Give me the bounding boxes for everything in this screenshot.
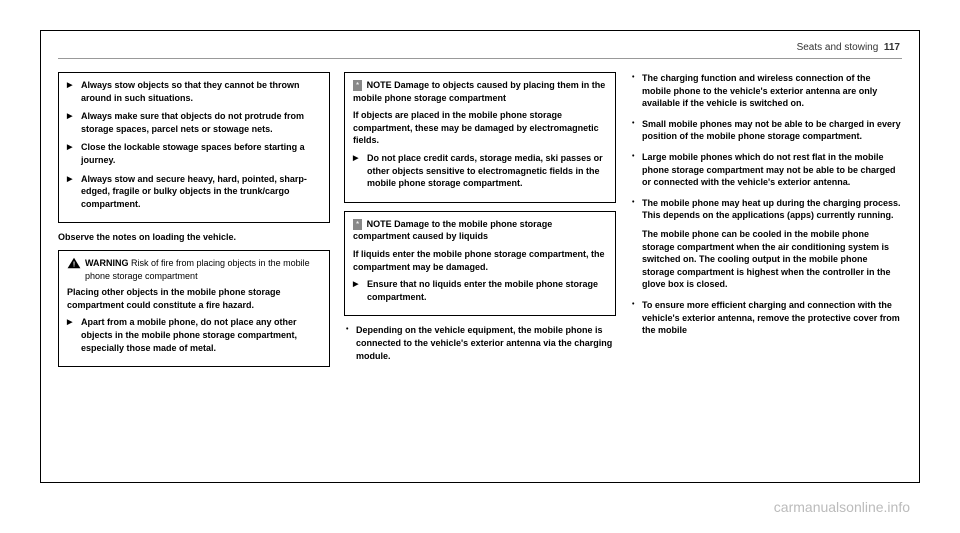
warning-body: Placing other objects in the mobile phon… <box>67 286 321 311</box>
svg-text:!: ! <box>73 261 75 268</box>
instruction-item: Always make sure that objects do not pro… <box>67 110 321 135</box>
warning-box: ! WARNING Risk of fire from placing obje… <box>58 250 330 367</box>
body-paragraph: Observe the notes on loading the vehicle… <box>58 231 330 244</box>
warning-label: WARNING <box>85 258 129 268</box>
note-box-1: * NOTE Damage to objects caused by placi… <box>344 72 616 203</box>
note-item: Ensure that no liquids enter the mobile … <box>353 278 607 303</box>
instruction-item: Close the lockable stowage spaces before… <box>67 141 321 166</box>
note-body: If objects are placed in the mobile phon… <box>353 109 607 147</box>
list-item: Large mobile phones which do not rest fl… <box>630 151 902 189</box>
note-body: If liquids enter the mobile phone storag… <box>353 248 607 273</box>
note-asterisk: * <box>353 219 362 230</box>
list-item: The mobile phone may heat up during the … <box>630 197 902 291</box>
page-header: Seats and stowing 117 <box>797 42 900 53</box>
list-item: To ensure more efficient charging and co… <box>630 299 902 337</box>
page-number: 117 <box>884 42 900 53</box>
warning-triangle-icon: ! <box>67 257 81 269</box>
section-title: Seats and stowing <box>797 42 879 53</box>
list-item: The charging function and wireless conne… <box>630 72 902 110</box>
list-item-text: The mobile phone may heat up during the … <box>642 198 901 221</box>
list-item: Small mobile phones may not be able to b… <box>630 118 902 143</box>
warning-item: Apart from a mobile phone, do not place … <box>67 316 321 354</box>
note-asterisk: * <box>353 80 362 91</box>
list-item: Depending on the vehicle equipment, the … <box>344 324 616 362</box>
instruction-box: Always stow objects so that they cannot … <box>58 72 330 223</box>
list-item-extra: The mobile phone can be cooled in the mo… <box>642 228 902 291</box>
instruction-item: Always stow objects so that they cannot … <box>67 79 321 104</box>
column-1: Always stow objects so that they cannot … <box>58 72 330 473</box>
instruction-item: Always stow and secure heavy, hard, poin… <box>67 173 321 211</box>
note-item: Do not place credit cards, storage media… <box>353 152 607 190</box>
column-3: The charging function and wireless conne… <box>630 72 902 473</box>
watermark: carmanualsonline.info <box>774 499 910 515</box>
note-box-2: * NOTE Damage to the mobile phone storag… <box>344 211 616 317</box>
note-label: NOTE <box>367 80 392 90</box>
column-2: * NOTE Damage to objects caused by placi… <box>344 72 616 473</box>
note-label: NOTE <box>367 219 392 229</box>
